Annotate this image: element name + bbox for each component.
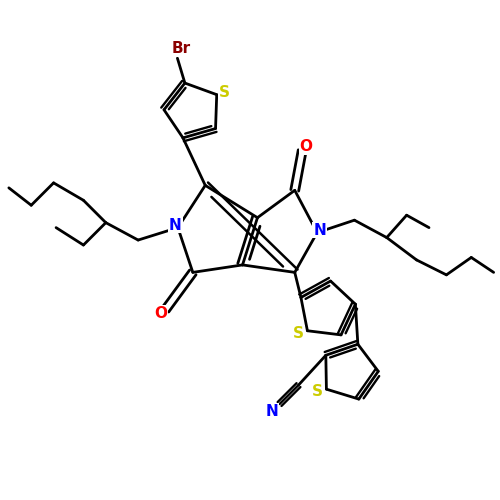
Text: S: S [293, 326, 304, 340]
Text: Br: Br [172, 41, 191, 56]
Text: N: N [313, 222, 326, 238]
Text: S: S [218, 84, 230, 100]
Text: O: O [300, 139, 312, 154]
Text: S: S [312, 384, 323, 399]
Text: O: O [154, 306, 167, 321]
Text: N: N [169, 218, 182, 232]
Text: N: N [266, 404, 278, 419]
